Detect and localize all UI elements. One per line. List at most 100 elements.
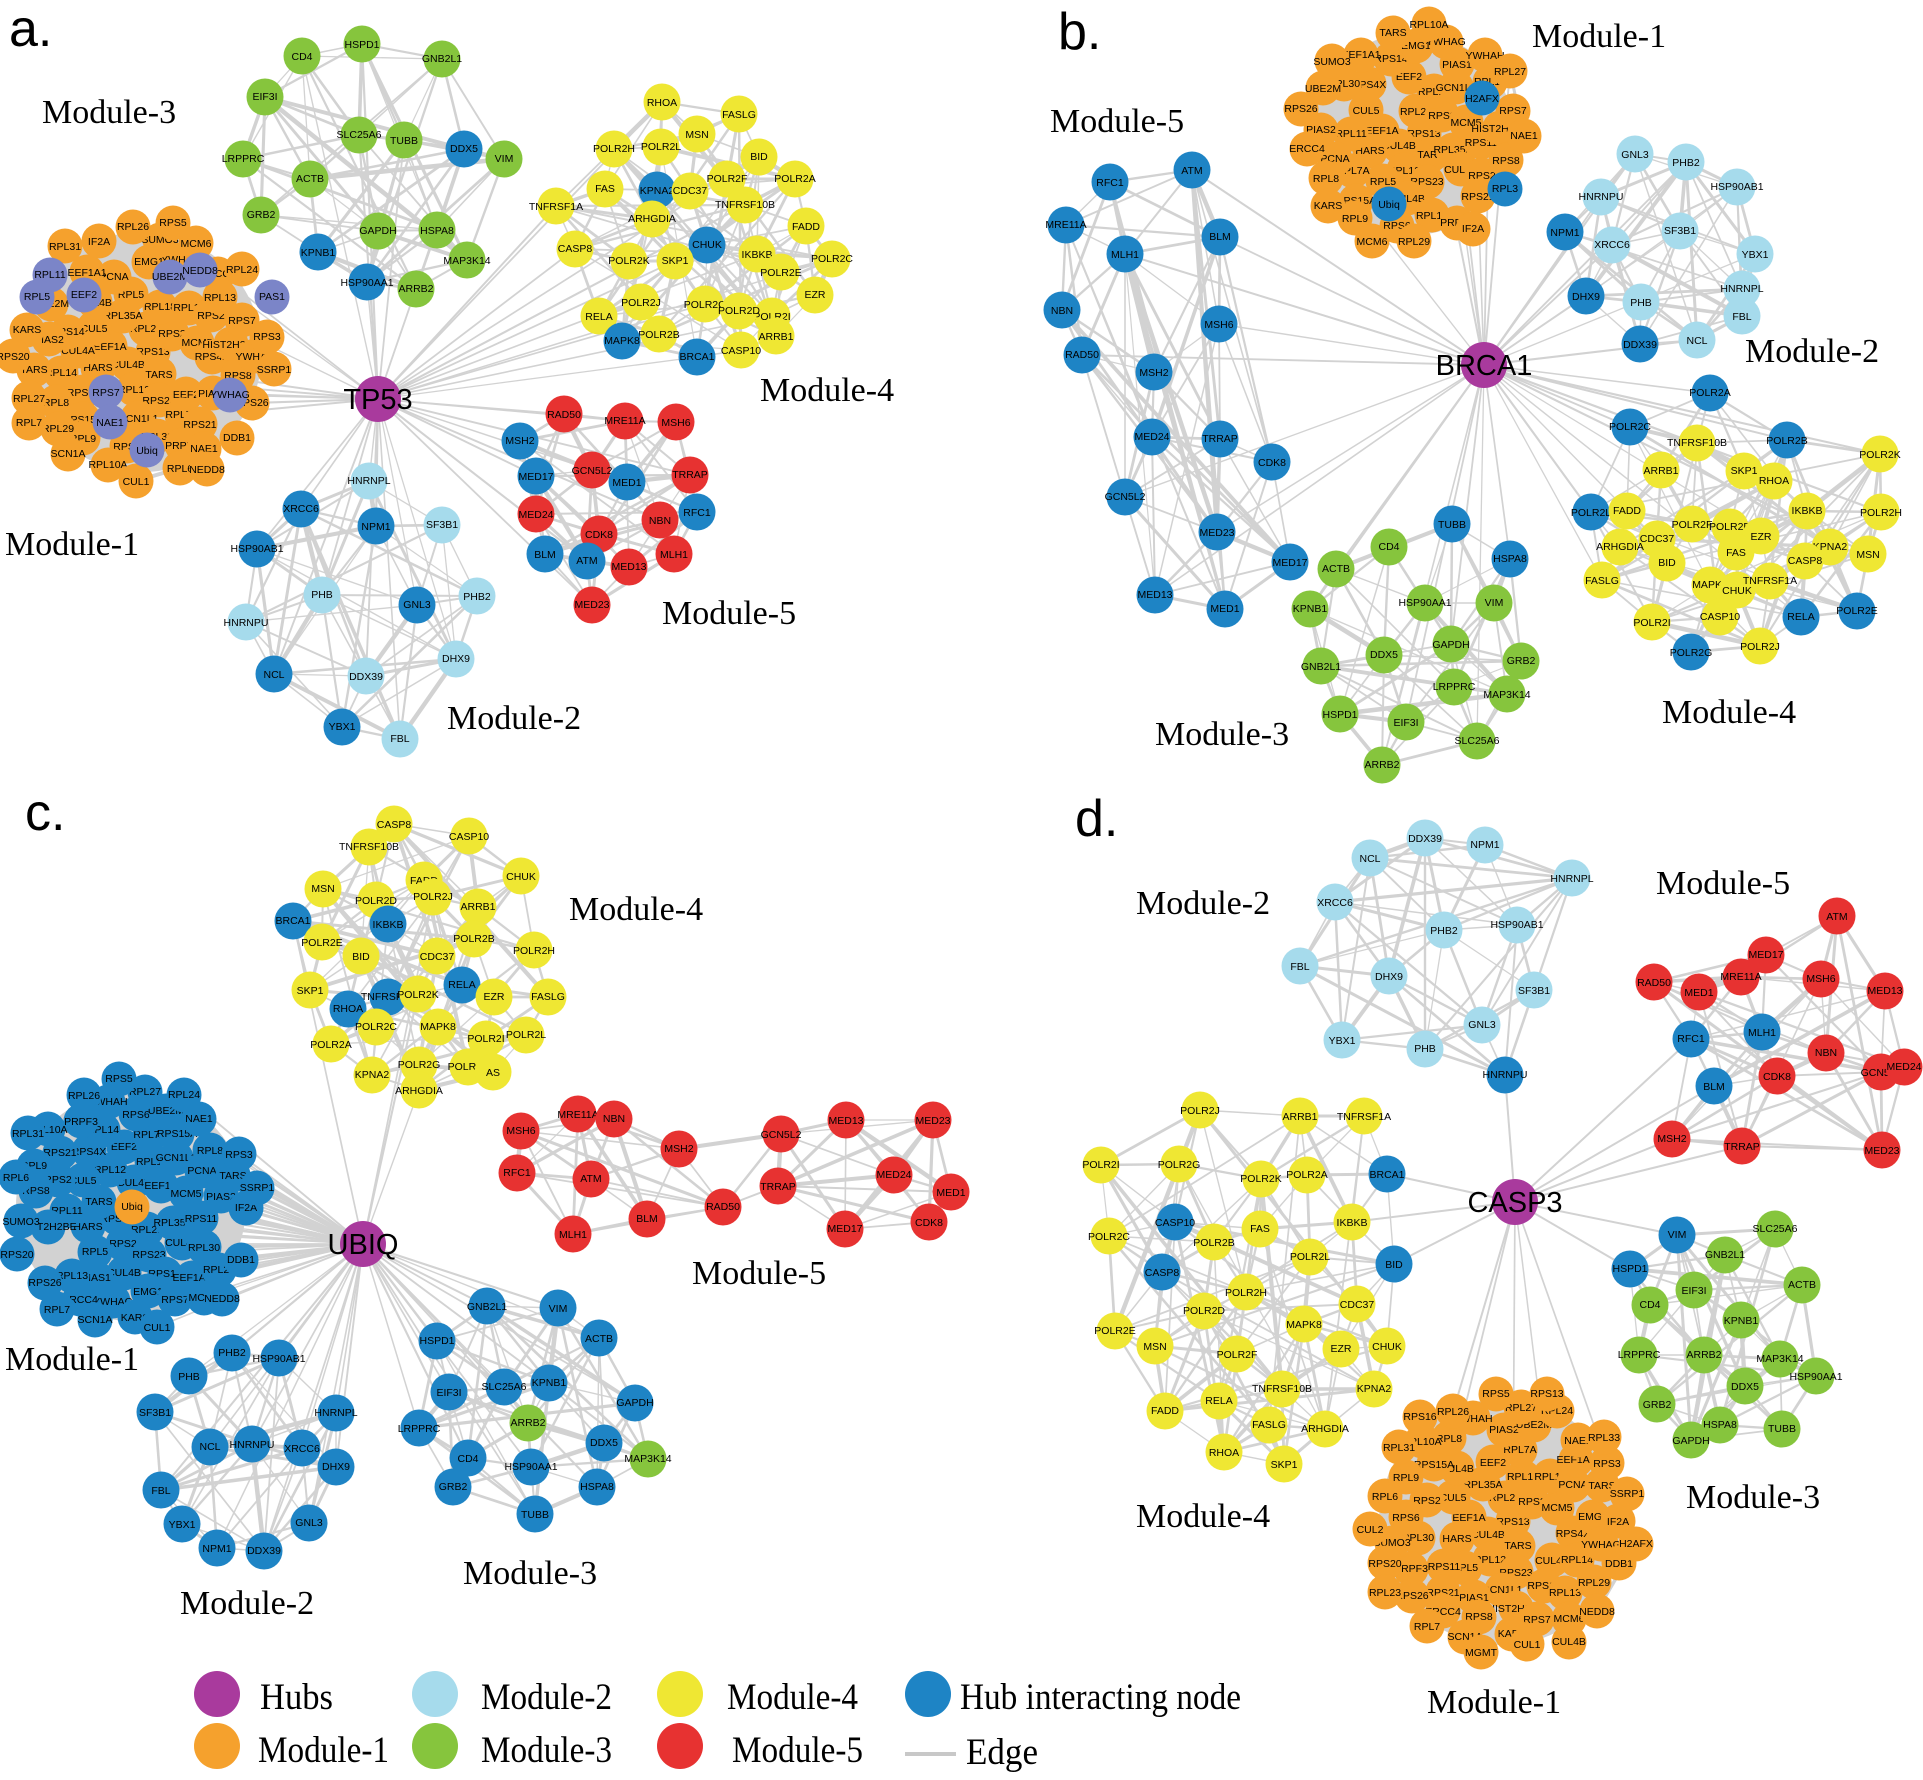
svg-text:POLR2D: POLR2D <box>718 305 760 317</box>
svg-text:HSPA8: HSPA8 <box>420 225 454 237</box>
svg-text:DDB1: DDB1 <box>223 432 251 444</box>
svg-text:RPS2: RPS2 <box>158 328 186 340</box>
svg-text:MED24: MED24 <box>1134 431 1169 443</box>
svg-text:TARS: TARS <box>1379 27 1406 39</box>
svg-text:PHB2: PHB2 <box>1672 157 1700 169</box>
svg-text:POLR2F: POLR2F <box>1672 519 1713 531</box>
svg-text:MAPK8: MAPK8 <box>420 1021 456 1033</box>
svg-text:RPL7: RPL7 <box>1414 1621 1440 1633</box>
svg-text:POLR2A: POLR2A <box>310 1039 351 1051</box>
svg-text:MAP3K14: MAP3K14 <box>1756 1353 1803 1365</box>
svg-text:RPL5: RPL5 <box>118 289 144 301</box>
svg-text:HNRNPU: HNRNPU <box>1483 1069 1528 1081</box>
svg-text:RPL13: RPL13 <box>56 1270 88 1282</box>
svg-text:IF2A: IF2A <box>88 236 110 248</box>
svg-text:NCL: NCL <box>263 669 284 681</box>
svg-text:CUL1: CUL1 <box>1514 1639 1541 1651</box>
svg-text:CUL4B: CUL4B <box>1471 1529 1505 1541</box>
svg-text:GRB2: GRB2 <box>247 209 276 221</box>
svg-text:NEDD8: NEDD8 <box>182 265 218 277</box>
svg-text:RHOA: RHOA <box>1759 475 1789 487</box>
svg-text:HSPD1: HSPD1 <box>1322 709 1357 721</box>
svg-text:BID: BID <box>750 151 768 163</box>
svg-text:MLH1: MLH1 <box>559 1229 587 1241</box>
svg-text:NAE1: NAE1 <box>1510 130 1538 142</box>
svg-text:CDK8: CDK8 <box>585 529 613 541</box>
svg-text:FADD: FADD <box>1151 1405 1179 1417</box>
svg-text:POLR2D: POLR2D <box>1183 1305 1225 1317</box>
svg-text:TRRAP: TRRAP <box>672 469 708 481</box>
svg-text:MED17: MED17 <box>1748 949 1783 961</box>
svg-text:MSN: MSN <box>311 883 334 895</box>
svg-text:POLR2L: POLR2L <box>1571 507 1611 519</box>
svg-text:HSP90AB1: HSP90AB1 <box>230 543 283 555</box>
svg-text:HSP90AA1: HSP90AA1 <box>1398 597 1451 609</box>
svg-text:RPL5: RPL5 <box>82 1246 108 1258</box>
svg-text:PHB2: PHB2 <box>463 591 491 603</box>
svg-text:TNFRSF1A: TNFRSF1A <box>1337 1111 1391 1123</box>
svg-text:RFC1: RFC1 <box>683 507 711 519</box>
svg-text:Module-3: Module-3 <box>463 1555 597 1592</box>
svg-text:RPL29: RPL29 <box>1578 1577 1610 1589</box>
svg-text:TARS: TARS <box>219 1170 246 1182</box>
svg-text:RPS14: RPS14 <box>1374 53 1407 65</box>
svg-text:HSP90AB1: HSP90AB1 <box>1490 919 1543 931</box>
svg-text:MSH2: MSH2 <box>1657 1133 1686 1145</box>
svg-text:VIM: VIM <box>1668 1229 1687 1241</box>
svg-text:RPL9: RPL9 <box>1393 1472 1419 1484</box>
svg-text:RPL6: RPL6 <box>1372 1491 1398 1503</box>
svg-text:IF2A: IF2A <box>1462 223 1484 235</box>
svg-text:ARRB2: ARRB2 <box>1364 759 1399 771</box>
svg-text:NCL: NCL <box>1686 335 1707 347</box>
svg-text:Module-4: Module-4 <box>760 372 894 409</box>
svg-text:ARRB1: ARRB1 <box>1643 465 1678 477</box>
svg-text:ACTB: ACTB <box>1788 1279 1816 1291</box>
svg-text:MSN: MSN <box>1143 1341 1166 1353</box>
svg-text:XRCC6: XRCC6 <box>284 1443 320 1455</box>
svg-text:POLR2I: POLR2I <box>1633 617 1670 629</box>
svg-text:POLR2K: POLR2K <box>1859 449 1900 461</box>
svg-text:POLR2C: POLR2C <box>355 1021 397 1033</box>
svg-text:POLR2C: POLR2C <box>811 253 853 265</box>
svg-text:GNL3: GNL3 <box>403 599 431 611</box>
svg-text:PIAS1: PIAS1 <box>1442 59 1472 71</box>
svg-text:RPS5: RPS5 <box>159 217 187 229</box>
svg-text:CUL5: CUL5 <box>81 323 108 335</box>
svg-text:RPS7: RPS7 <box>161 1294 189 1306</box>
svg-text:BID: BID <box>1385 1259 1403 1271</box>
svg-text:NBN: NBN <box>603 1113 625 1125</box>
svg-text:TNFRSF10B: TNFRSF10B <box>715 199 775 211</box>
svg-text:KPNA2: KPNA2 <box>640 185 675 197</box>
svg-text:BID: BID <box>1658 557 1676 569</box>
svg-text:EIF3I: EIF3I <box>252 91 277 103</box>
svg-text:IKBKB: IKBKB <box>742 249 773 261</box>
svg-text:RPL13: RPL13 <box>204 292 236 304</box>
svg-text:TARS: TARS <box>145 369 172 381</box>
svg-text:NPM1: NPM1 <box>1470 839 1499 851</box>
svg-text:LRPPRC: LRPPRC <box>222 153 265 165</box>
svg-text:Edge: Edge <box>966 1731 1038 1772</box>
svg-text:NAE1: NAE1 <box>185 1113 213 1125</box>
svg-text:SKP1: SKP1 <box>1271 1459 1298 1471</box>
svg-text:RPL6: RPL6 <box>3 1172 29 1184</box>
svg-text:Module-3: Module-3 <box>1155 716 1289 753</box>
svg-text:DHX9: DHX9 <box>1572 291 1600 303</box>
svg-text:RAD50: RAD50 <box>706 1201 740 1213</box>
svg-text:Module-2: Module-2 <box>1136 885 1270 922</box>
svg-text:POLR2F: POLR2F <box>707 173 748 185</box>
svg-text:RPS13: RPS13 <box>1496 1516 1529 1528</box>
svg-text:HSPA8: HSPA8 <box>580 1481 614 1493</box>
svg-text:ARRB1: ARRB1 <box>1282 1111 1317 1123</box>
svg-text:HSP90AB1: HSP90AB1 <box>252 1353 305 1365</box>
svg-text:KPNB1: KPNB1 <box>301 247 336 259</box>
svg-text:RPS2: RPS2 <box>1518 1496 1546 1508</box>
svg-text:GCN5L2: GCN5L2 <box>572 465 613 477</box>
svg-text:MCM6: MCM6 <box>1554 1613 1585 1625</box>
svg-text:CUL4B: CUL4B <box>117 1177 151 1189</box>
svg-text:MAP3K14: MAP3K14 <box>1483 689 1530 701</box>
svg-text:TNFRSF1A: TNFRSF1A <box>529 201 583 213</box>
svg-text:EEF1A1: EEF1A1 <box>1556 1454 1595 1466</box>
svg-text:POLR2J: POLR2J <box>1180 1105 1220 1117</box>
svg-text:RPL7A: RPL7A <box>133 1129 166 1141</box>
svg-text:RPL33: RPL33 <box>1588 1432 1620 1444</box>
